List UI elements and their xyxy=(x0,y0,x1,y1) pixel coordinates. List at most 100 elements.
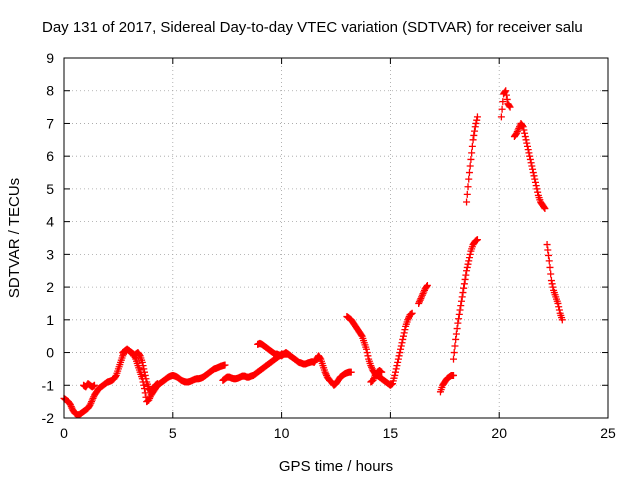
data-point xyxy=(397,345,405,353)
data-point xyxy=(401,326,409,334)
data-point xyxy=(450,355,458,363)
data-point xyxy=(465,254,473,262)
y-tick-label: 4 xyxy=(46,214,54,230)
x-tick-label: 0 xyxy=(60,425,68,441)
data-point xyxy=(88,396,96,404)
data-point xyxy=(146,394,154,402)
data-point xyxy=(464,260,472,268)
plot-frame xyxy=(63,57,609,419)
data-point xyxy=(463,267,471,275)
y-tick-label: 6 xyxy=(46,148,54,164)
y-tick-label: 1 xyxy=(46,312,54,328)
data-point xyxy=(111,373,119,381)
data-point xyxy=(394,355,402,363)
data-point xyxy=(357,331,365,339)
data-point xyxy=(450,349,458,357)
data-point xyxy=(471,123,479,131)
data-point xyxy=(521,129,529,137)
data-point xyxy=(459,289,467,297)
x-tick-label: 5 xyxy=(169,425,177,441)
data-point xyxy=(531,175,539,183)
data-point xyxy=(457,297,465,305)
data-point xyxy=(416,296,424,304)
data-series xyxy=(254,339,294,360)
data-point xyxy=(405,314,413,322)
data-point xyxy=(87,399,95,407)
data-series xyxy=(510,119,549,213)
data-point xyxy=(473,116,481,124)
data-point xyxy=(454,319,462,327)
data-series xyxy=(463,113,481,206)
data-point xyxy=(522,136,530,144)
data-point xyxy=(528,162,536,170)
data-point xyxy=(393,362,401,370)
data-point xyxy=(221,361,229,369)
y-tick-label: 5 xyxy=(46,181,54,197)
data-point xyxy=(545,257,553,265)
data-point xyxy=(513,128,521,136)
y-tick-label: 0 xyxy=(46,345,54,361)
data-point xyxy=(141,371,149,379)
data-point xyxy=(367,362,375,370)
data-point xyxy=(472,119,480,127)
data-point xyxy=(533,185,541,193)
data-point xyxy=(502,87,510,95)
data-point xyxy=(452,330,460,338)
data-point xyxy=(67,401,75,409)
data-point xyxy=(473,236,481,244)
data-point xyxy=(527,159,535,167)
data-point xyxy=(473,113,481,121)
data-point xyxy=(529,165,537,173)
data-point xyxy=(404,316,412,324)
data-series xyxy=(80,380,98,391)
data-point xyxy=(530,172,538,180)
data-point xyxy=(513,129,521,137)
data-point xyxy=(547,277,555,285)
x-tick-label: 10 xyxy=(274,425,290,441)
data-point xyxy=(378,368,386,376)
data-point xyxy=(286,352,294,360)
data-point xyxy=(423,281,431,289)
data-point xyxy=(503,95,511,103)
data-point xyxy=(453,325,461,333)
data-point xyxy=(501,88,509,96)
data-point xyxy=(521,133,529,141)
data-point xyxy=(418,293,426,301)
data-point xyxy=(90,381,98,389)
data-point xyxy=(519,123,527,131)
data-point xyxy=(399,335,407,343)
data-point xyxy=(499,98,507,106)
data-point xyxy=(141,368,149,376)
data-point xyxy=(525,149,533,157)
data-point xyxy=(463,198,471,206)
data-point xyxy=(541,205,549,213)
data-series xyxy=(367,367,386,386)
y-tick-label: 9 xyxy=(46,50,54,66)
data-series xyxy=(543,241,566,324)
chart-title: Day 131 of 2017, Sidereal Day-to-day VTE… xyxy=(42,19,583,36)
y-tick-label: 7 xyxy=(46,115,54,131)
data-point xyxy=(322,370,330,378)
data-point xyxy=(67,403,75,411)
data-point xyxy=(138,358,146,366)
data-point xyxy=(526,152,534,160)
axis-ticks: 0 5 10 15 20 25 -2 -1 0 1 2 3 4 5 6 7 8 9 xyxy=(42,50,616,441)
y-tick-label: 2 xyxy=(46,279,54,295)
data-point xyxy=(417,295,425,303)
data-point xyxy=(465,175,473,183)
data-point xyxy=(506,103,514,111)
data-point xyxy=(397,342,405,350)
data-series xyxy=(119,345,162,396)
data-point xyxy=(141,389,149,397)
data-point xyxy=(423,283,431,291)
data-point xyxy=(555,303,563,311)
data-point xyxy=(415,299,423,307)
data-point xyxy=(450,371,458,379)
data-point xyxy=(364,352,372,360)
data-points xyxy=(60,87,566,419)
data-point xyxy=(142,375,150,383)
data-point xyxy=(469,136,477,144)
data-point xyxy=(140,365,148,373)
data-point xyxy=(531,178,539,186)
data-point xyxy=(543,241,551,249)
